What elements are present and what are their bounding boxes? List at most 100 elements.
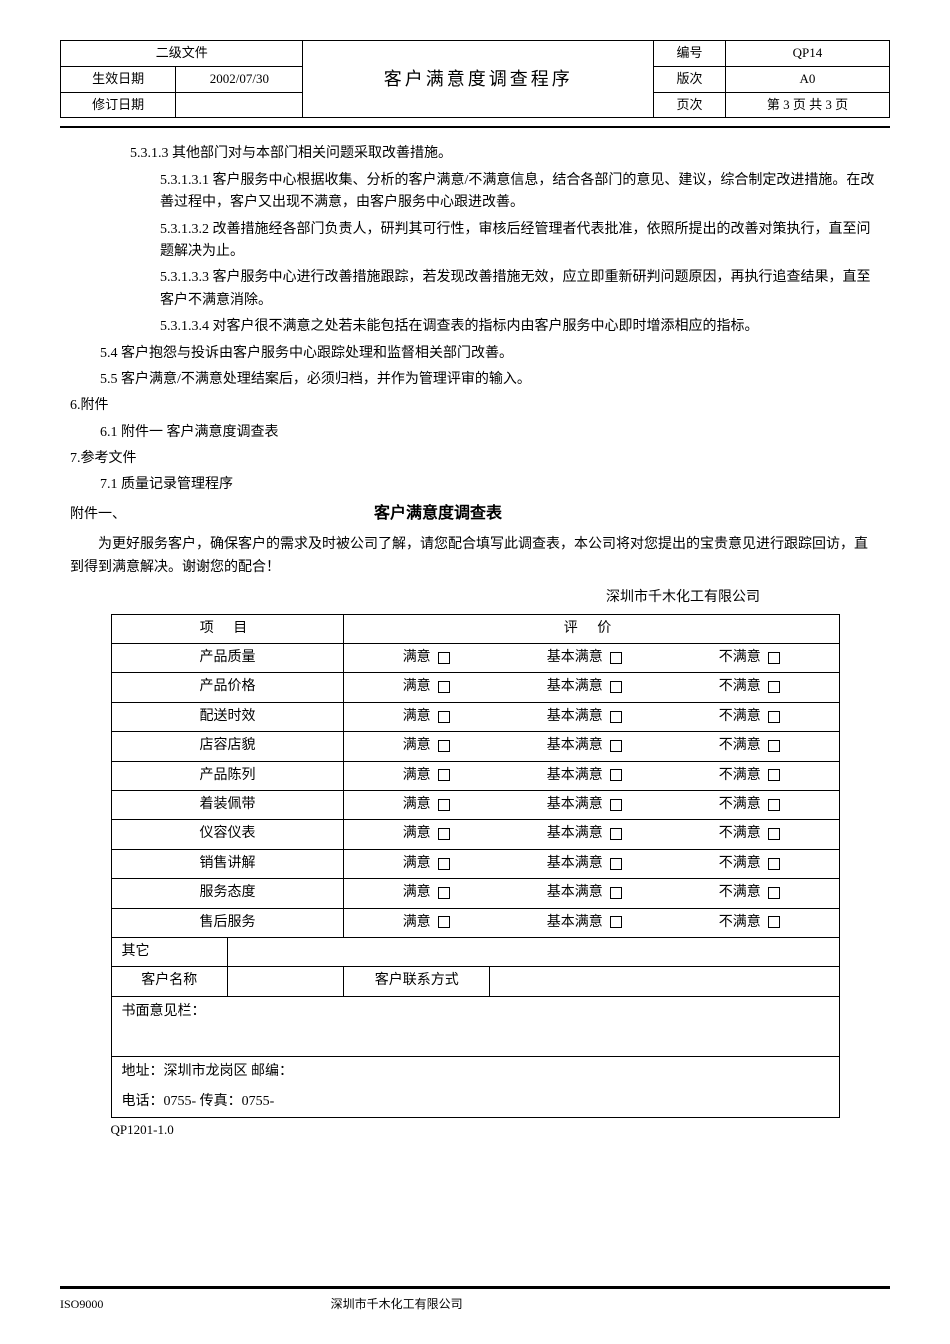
checkbox-icon[interactable] xyxy=(768,652,780,664)
checkbox-icon[interactable] xyxy=(768,858,780,870)
checkbox-icon[interactable] xyxy=(438,799,450,811)
checkbox-icon[interactable] xyxy=(438,711,450,723)
doc-title: 客户满意度调查程序 xyxy=(303,41,654,118)
section-5-5: 5.5 客户满意/不满意处理结案后，必须归档，并作为管理评审的输入。 xyxy=(70,369,880,391)
section-7: 7.参考文件 xyxy=(70,448,880,470)
rating-option[interactable]: 不满意 xyxy=(719,647,781,669)
rating-option[interactable]: 不满意 xyxy=(719,912,781,934)
rating-option[interactable]: 满意 xyxy=(403,735,451,757)
checkbox-icon[interactable] xyxy=(438,769,450,781)
survey-item: 配送时效 xyxy=(111,702,344,731)
checkbox-icon[interactable] xyxy=(438,887,450,899)
rating-option[interactable]: 不满意 xyxy=(719,853,781,875)
effective-date: 2002/07/30 xyxy=(176,66,303,92)
rating-option[interactable]: 满意 xyxy=(403,912,451,934)
survey-item: 产品陈列 xyxy=(111,761,344,790)
rating-option[interactable]: 满意 xyxy=(403,823,451,845)
checkbox-icon[interactable] xyxy=(610,652,622,664)
version-value: A0 xyxy=(725,66,889,92)
checkbox-icon[interactable] xyxy=(610,828,622,840)
survey-rating: 满意 基本满意 不满意 xyxy=(344,849,839,878)
checkbox-icon[interactable] xyxy=(768,769,780,781)
survey-rating: 满意 基本满意 不满意 xyxy=(344,790,839,819)
checkbox-icon[interactable] xyxy=(768,799,780,811)
checkbox-icon[interactable] xyxy=(768,828,780,840)
checkbox-icon[interactable] xyxy=(438,652,450,664)
rating-option[interactable]: 满意 xyxy=(403,706,451,728)
section-5-3-1-3-2: 5.3.1.3.2 改善措施经各部门负责人，研判其可行性，审核后经管理者代表批准… xyxy=(70,219,880,264)
header-divider xyxy=(60,126,890,128)
section-5-3-1-3: 5.3.1.3 其他部门对与本部门相关问题采取改善措施。 xyxy=(70,143,880,165)
other-value[interactable] xyxy=(227,937,839,966)
code-label: 编号 xyxy=(654,41,726,67)
revision-date xyxy=(176,92,303,118)
checkbox-icon[interactable] xyxy=(768,681,780,693)
checkbox-icon[interactable] xyxy=(768,887,780,899)
version-label: 版次 xyxy=(654,66,726,92)
footer-divider xyxy=(60,1286,890,1289)
rating-option[interactable]: 基本满意 xyxy=(547,912,623,934)
customer-contact-value[interactable] xyxy=(490,967,839,996)
phone-row: 电话：0755- 传真：0755- xyxy=(111,1087,839,1118)
written-opinion[interactable]: 书面意见栏： xyxy=(111,996,839,1056)
checkbox-icon[interactable] xyxy=(438,740,450,752)
survey-table: 项 目 评 价 产品质量满意 基本满意 不满意 产品价格满意 基本满意 不满意 … xyxy=(111,614,840,1119)
checkbox-icon[interactable] xyxy=(438,828,450,840)
rating-option[interactable]: 满意 xyxy=(403,765,451,787)
rating-option[interactable]: 不满意 xyxy=(719,735,781,757)
rating-option[interactable]: 满意 xyxy=(403,853,451,875)
checkbox-icon[interactable] xyxy=(610,887,622,899)
survey-item: 产品价格 xyxy=(111,673,344,702)
rating-option[interactable]: 满意 xyxy=(403,647,451,669)
checkbox-icon[interactable] xyxy=(438,858,450,870)
checkbox-icon[interactable] xyxy=(438,916,450,928)
checkbox-icon[interactable] xyxy=(768,916,780,928)
checkbox-icon[interactable] xyxy=(610,740,622,752)
rating-option[interactable]: 满意 xyxy=(403,882,451,904)
rating-option[interactable]: 基本满意 xyxy=(547,765,623,787)
footer-center: 深圳市千木化工有限公司 xyxy=(331,1295,463,1314)
rating-option[interactable]: 不满意 xyxy=(719,765,781,787)
customer-name-value[interactable] xyxy=(227,967,343,996)
survey-rating: 满意 基本满意 不满意 xyxy=(344,644,839,673)
section-5-3-1-3-1: 5.3.1.3.1 客户服务中心根据收集、分析的客户满意/不满意信息，结合各部门… xyxy=(70,170,880,215)
rating-option[interactable]: 基本满意 xyxy=(547,823,623,845)
section-5-3-1-3-3: 5.3.1.3.3 客户服务中心进行改善措施跟踪，若发现改善措施无效，应立即重新… xyxy=(70,267,880,312)
survey-rating: 满意 基本满意 不满意 xyxy=(344,673,839,702)
survey-rating: 满意 基本满意 不满意 xyxy=(344,908,839,937)
checkbox-icon[interactable] xyxy=(610,858,622,870)
checkbox-icon[interactable] xyxy=(610,769,622,781)
company-name: 深圳市千木化工有限公司 xyxy=(70,587,880,609)
checkbox-icon[interactable] xyxy=(438,681,450,693)
checkbox-icon[interactable] xyxy=(610,681,622,693)
checkbox-icon[interactable] xyxy=(610,916,622,928)
rating-option[interactable]: 不满意 xyxy=(719,823,781,845)
form-code: QP1201-1.0 xyxy=(111,1120,881,1141)
page-value: 第 3 页 共 3 页 xyxy=(725,92,889,118)
rating-option[interactable]: 基本满意 xyxy=(547,735,623,757)
rating-option[interactable]: 满意 xyxy=(403,676,451,698)
rating-option[interactable]: 基本满意 xyxy=(547,647,623,669)
rating-option[interactable]: 基本满意 xyxy=(547,794,623,816)
rating-option[interactable]: 基本满意 xyxy=(547,706,623,728)
checkbox-icon[interactable] xyxy=(610,711,622,723)
survey-item: 服务态度 xyxy=(111,879,344,908)
rating-option[interactable]: 基本满意 xyxy=(547,882,623,904)
section-6: 6.附件 xyxy=(70,395,880,417)
section-6-1: 6.1 附件一 客户满意度调查表 xyxy=(70,422,880,444)
rating-option[interactable]: 满意 xyxy=(403,794,451,816)
rating-option[interactable]: 基本满意 xyxy=(547,676,623,698)
checkbox-icon[interactable] xyxy=(610,799,622,811)
section-5-3-1-3-4: 5.3.1.3.4 对客户很不满意之处若未能包括在调查表的指标内由客户服务中心即… xyxy=(70,316,880,338)
checkbox-icon[interactable] xyxy=(768,711,780,723)
checkbox-icon[interactable] xyxy=(768,740,780,752)
section-7-1: 7.1 质量记录管理程序 xyxy=(70,474,880,496)
code-value: QP14 xyxy=(725,41,889,67)
rating-option[interactable]: 不满意 xyxy=(719,882,781,904)
survey-rating: 满意 基本满意 不满意 xyxy=(344,702,839,731)
rating-option[interactable]: 不满意 xyxy=(719,794,781,816)
doc-level: 二级文件 xyxy=(61,41,303,67)
rating-option[interactable]: 不满意 xyxy=(719,676,781,698)
rating-option[interactable]: 基本满意 xyxy=(547,853,623,875)
rating-option[interactable]: 不满意 xyxy=(719,706,781,728)
